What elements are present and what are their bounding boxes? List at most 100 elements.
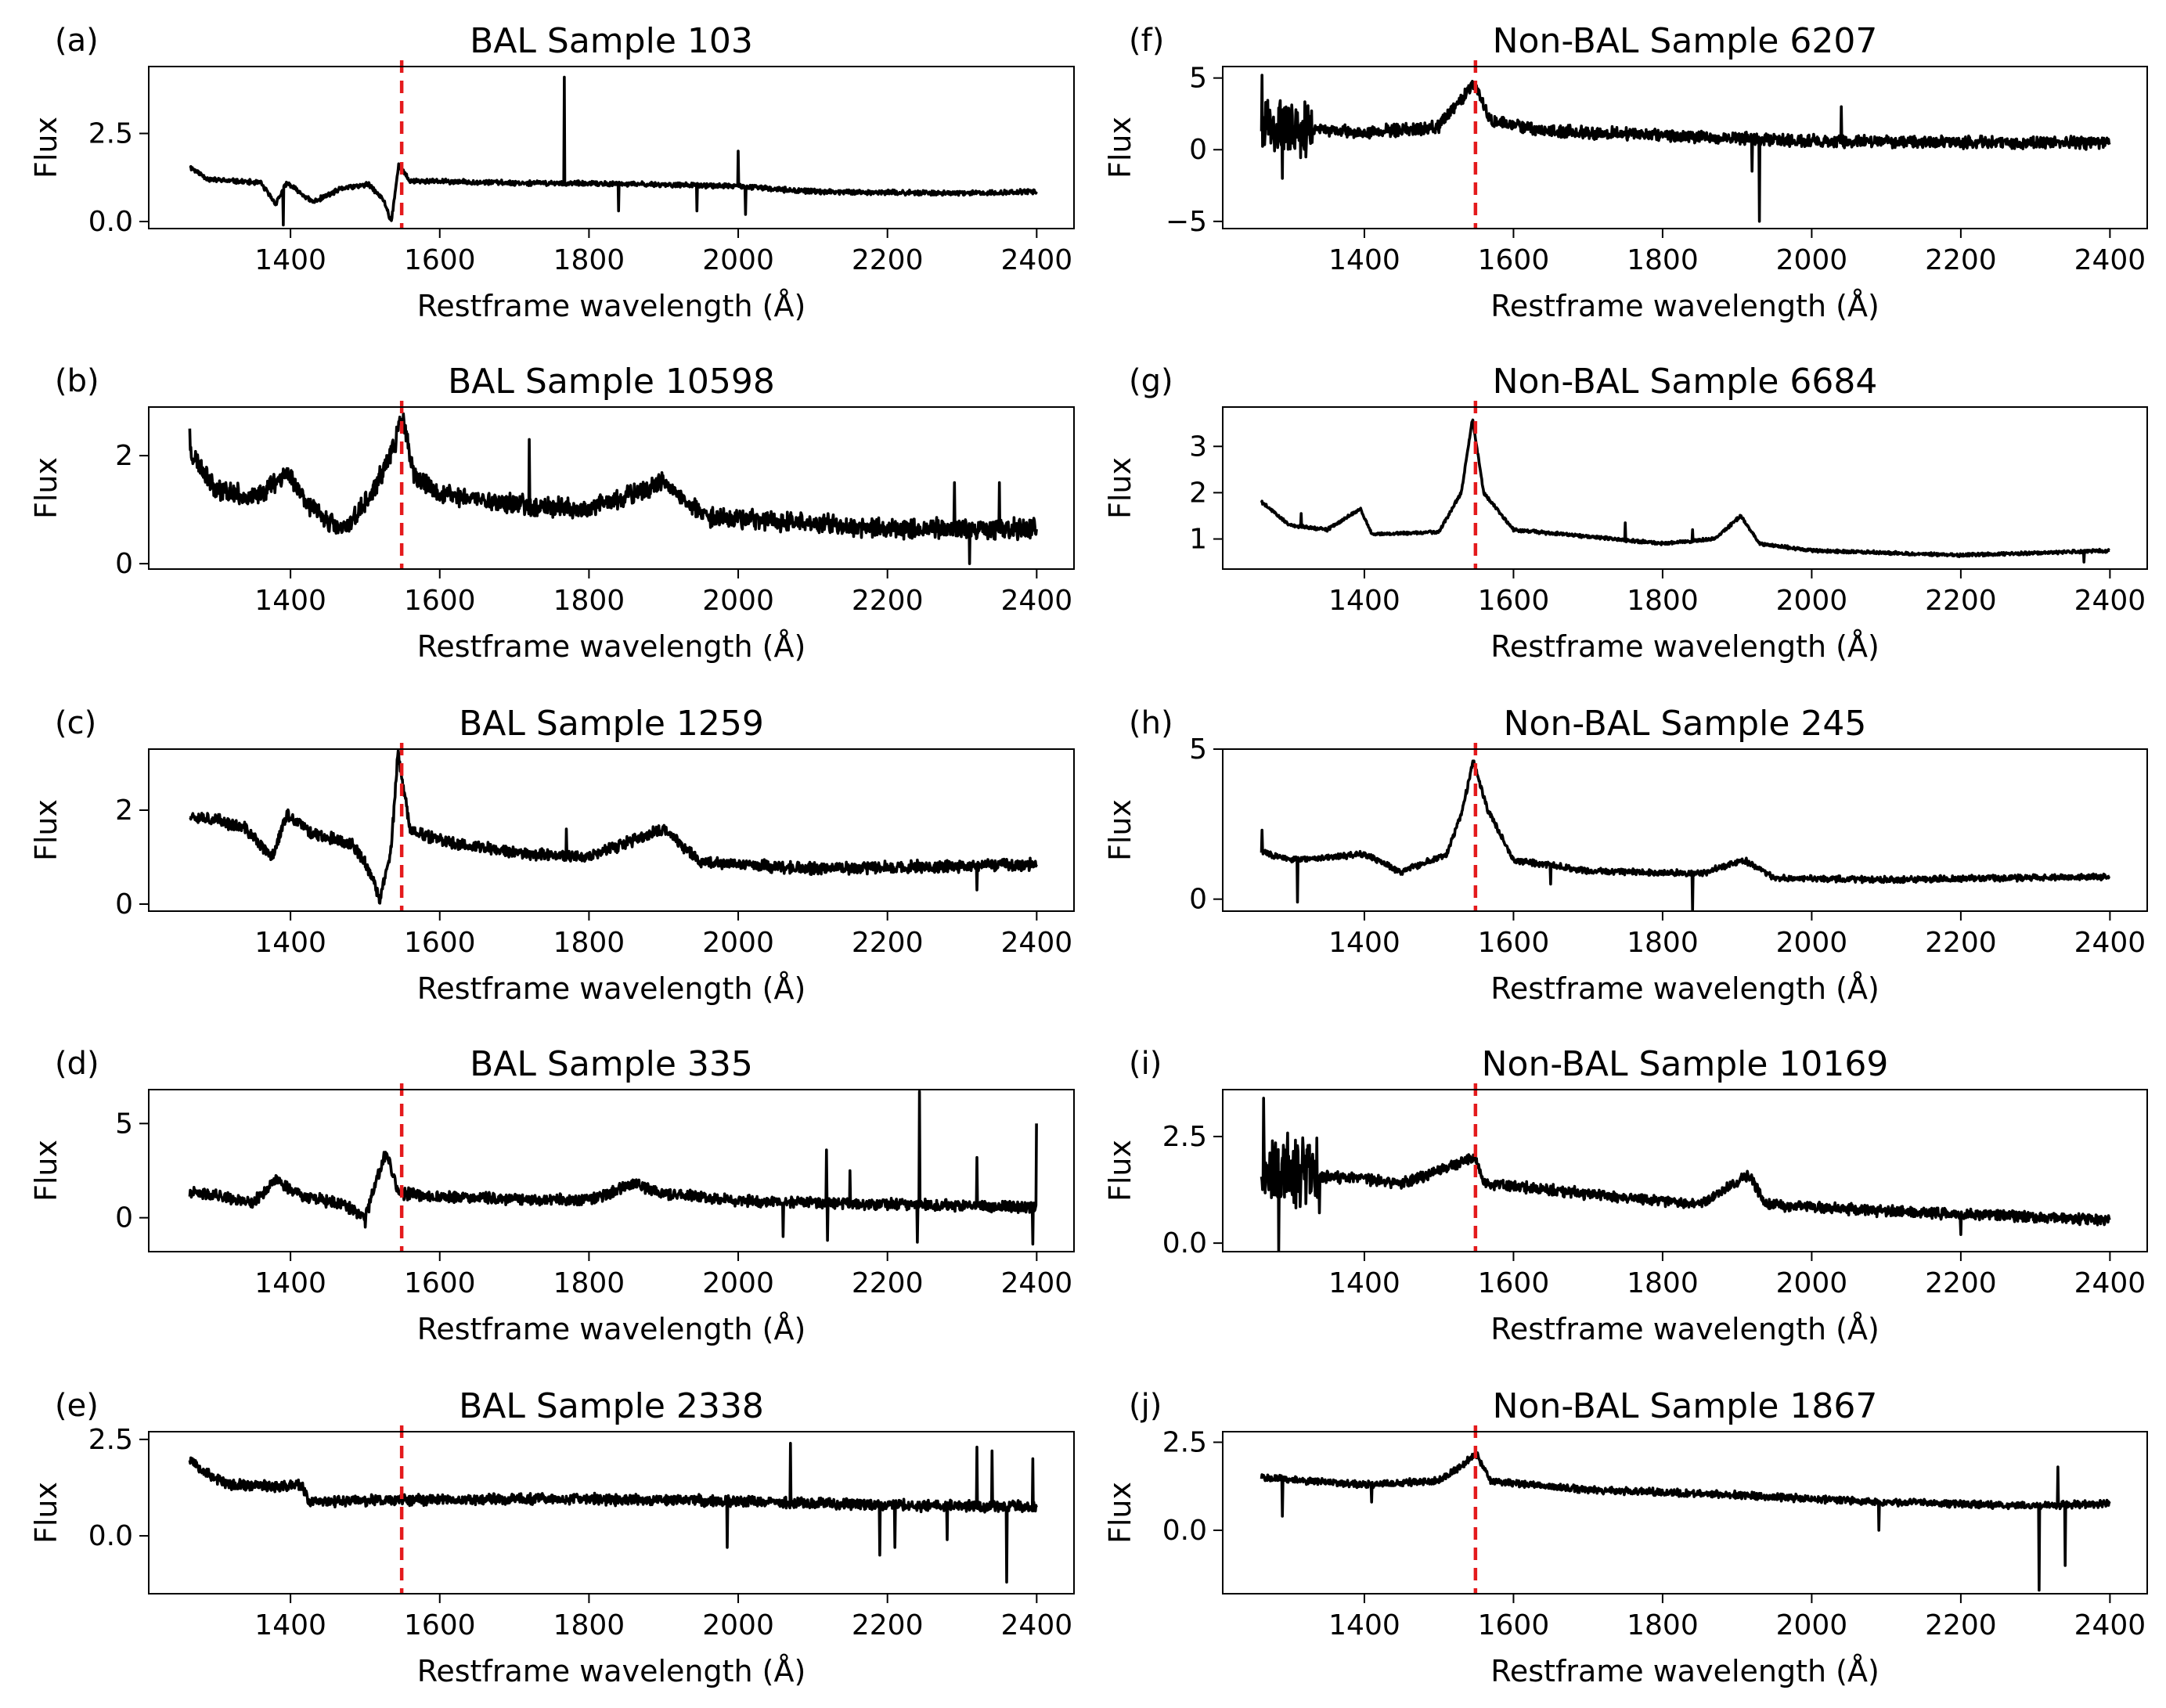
x-tick-label: 2200 [852, 1609, 924, 1641]
x-tick-label: 1600 [1478, 927, 1550, 959]
x-tick-label: 2200 [1925, 585, 1997, 617]
x-tick-label: 1800 [553, 1267, 625, 1299]
y-axis-label: Flux [29, 457, 63, 519]
x-tick-label: 2200 [852, 585, 924, 617]
y-axis-label: Flux [29, 1482, 63, 1544]
y-axis-label: Flux [1103, 457, 1137, 519]
spectrum-line [188, 1442, 1038, 1584]
panel-label: (c) [55, 705, 96, 741]
panel-label: (e) [55, 1388, 99, 1424]
x-tick-label: 1400 [1328, 1609, 1400, 1641]
x-tick-label: 1400 [254, 1267, 326, 1299]
x-tick-label: 1800 [553, 927, 625, 959]
panel-title: BAL Sample 10598 [448, 362, 775, 402]
x-tick-label: 2000 [702, 1267, 774, 1299]
x-tick-label: 2400 [2074, 244, 2146, 276]
y-tick-label: 1 [1189, 524, 1207, 556]
axes-frame [1222, 748, 2148, 912]
x-tick-label: 1400 [254, 244, 326, 276]
y-tick-label: 0.0 [88, 206, 133, 238]
x-tick-label: 1600 [1478, 244, 1550, 276]
x-axis-label: Restframe wavelength (Å) [1490, 289, 1879, 323]
y-axis-label: Flux [1103, 1140, 1137, 1202]
spectrum-line [1260, 74, 2111, 223]
panel-title: Non-BAL Sample 1867 [1493, 1386, 1878, 1426]
x-tick-label: 1800 [1627, 1609, 1699, 1641]
x-tick-label: 1400 [1328, 927, 1400, 959]
y-tick-label: 5 [115, 1108, 133, 1140]
x-tick-label: 2400 [2074, 1609, 2146, 1641]
y-tick-label: 2 [1189, 477, 1207, 509]
x-tick-label: 2000 [1776, 927, 1848, 959]
x-tick-label: 1400 [254, 585, 326, 617]
axes-frame [1222, 1089, 2148, 1252]
y-tick-label: 0.0 [1162, 1515, 1207, 1547]
x-axis-label: Restframe wavelength (Å) [417, 971, 806, 1006]
x-tick-label: 2400 [1001, 244, 1073, 276]
y-axis-label: Flux [29, 117, 63, 178]
panel-title: BAL Sample 1259 [459, 704, 764, 744]
y-tick-label: 2.5 [1162, 1427, 1207, 1459]
axes-frame [1222, 1431, 2148, 1594]
axes-frame [1222, 406, 2148, 570]
x-tick-label: 2200 [852, 1267, 924, 1299]
panel-title: Non-BAL Sample 10169 [1482, 1044, 1889, 1084]
panel-title: BAL Sample 335 [470, 1044, 753, 1084]
y-tick-label: 3 [1189, 431, 1207, 463]
y-axis-label: Flux [29, 1140, 63, 1202]
y-tick-label: 5 [1189, 63, 1207, 95]
y-axis-label: Flux [1103, 1482, 1137, 1544]
y-tick-label: 0 [115, 888, 133, 921]
x-tick-label: 2400 [1001, 1609, 1073, 1641]
x-tick-label: 1600 [404, 1609, 476, 1641]
x-tick-label: 1800 [553, 585, 625, 617]
x-tick-label: 2000 [1776, 244, 1848, 276]
x-tick-label: 1600 [1478, 585, 1550, 617]
spectrum-line [189, 749, 1038, 905]
panel-label: (d) [55, 1046, 99, 1082]
x-tick-label: 2400 [2074, 927, 2146, 959]
y-tick-label: 2 [115, 795, 133, 827]
panel-label: (j) [1129, 1388, 1162, 1424]
axes-frame [148, 1089, 1075, 1252]
x-tick-label: 2400 [2074, 1267, 2146, 1299]
x-tick-label: 1400 [1328, 585, 1400, 617]
x-tick-label: 2200 [1925, 927, 1997, 959]
panel-title: BAL Sample 103 [470, 21, 753, 61]
x-tick-label: 1600 [1478, 1609, 1550, 1641]
y-tick-label: 2.5 [88, 1424, 133, 1456]
x-tick-label: 1800 [1627, 1267, 1699, 1299]
y-tick-label: 2 [115, 440, 133, 472]
x-axis-label: Restframe wavelength (Å) [1490, 971, 1879, 1006]
x-tick-label: 2400 [2074, 585, 2146, 617]
x-tick-label: 2200 [852, 244, 924, 276]
x-tick-label: 1400 [254, 1609, 326, 1641]
x-tick-label: 2000 [702, 244, 774, 276]
panel-label: (a) [55, 23, 99, 59]
x-tick-label: 1600 [404, 244, 476, 276]
panel-title: Non-BAL Sample 245 [1504, 704, 1867, 744]
panel-label: (b) [55, 363, 99, 399]
y-tick-label: 0 [1189, 884, 1207, 916]
y-tick-label: 0 [1189, 134, 1207, 166]
x-tick-label: 2000 [702, 927, 774, 959]
axes-frame [148, 748, 1075, 912]
x-tick-label: 1400 [1328, 244, 1400, 276]
x-tick-label: 2200 [1925, 1267, 1997, 1299]
x-axis-label: Restframe wavelength (Å) [417, 289, 806, 323]
axes-frame [148, 406, 1075, 570]
x-axis-label: Restframe wavelength (Å) [1490, 1312, 1879, 1346]
x-tick-label: 2400 [1001, 1267, 1073, 1299]
x-tick-label: 1600 [404, 585, 476, 617]
x-tick-label: 1800 [1627, 927, 1699, 959]
spectrum-line [1260, 1451, 2111, 1592]
panel-title: Non-BAL Sample 6207 [1493, 21, 1878, 61]
panel-label: (f) [1129, 23, 1164, 59]
x-tick-label: 1400 [254, 927, 326, 959]
y-tick-label: 0 [115, 1202, 133, 1234]
axes-frame [148, 1431, 1075, 1594]
panel-label: (g) [1129, 363, 1173, 399]
x-tick-label: 2400 [1001, 927, 1073, 959]
axes-frame [1222, 66, 2148, 229]
